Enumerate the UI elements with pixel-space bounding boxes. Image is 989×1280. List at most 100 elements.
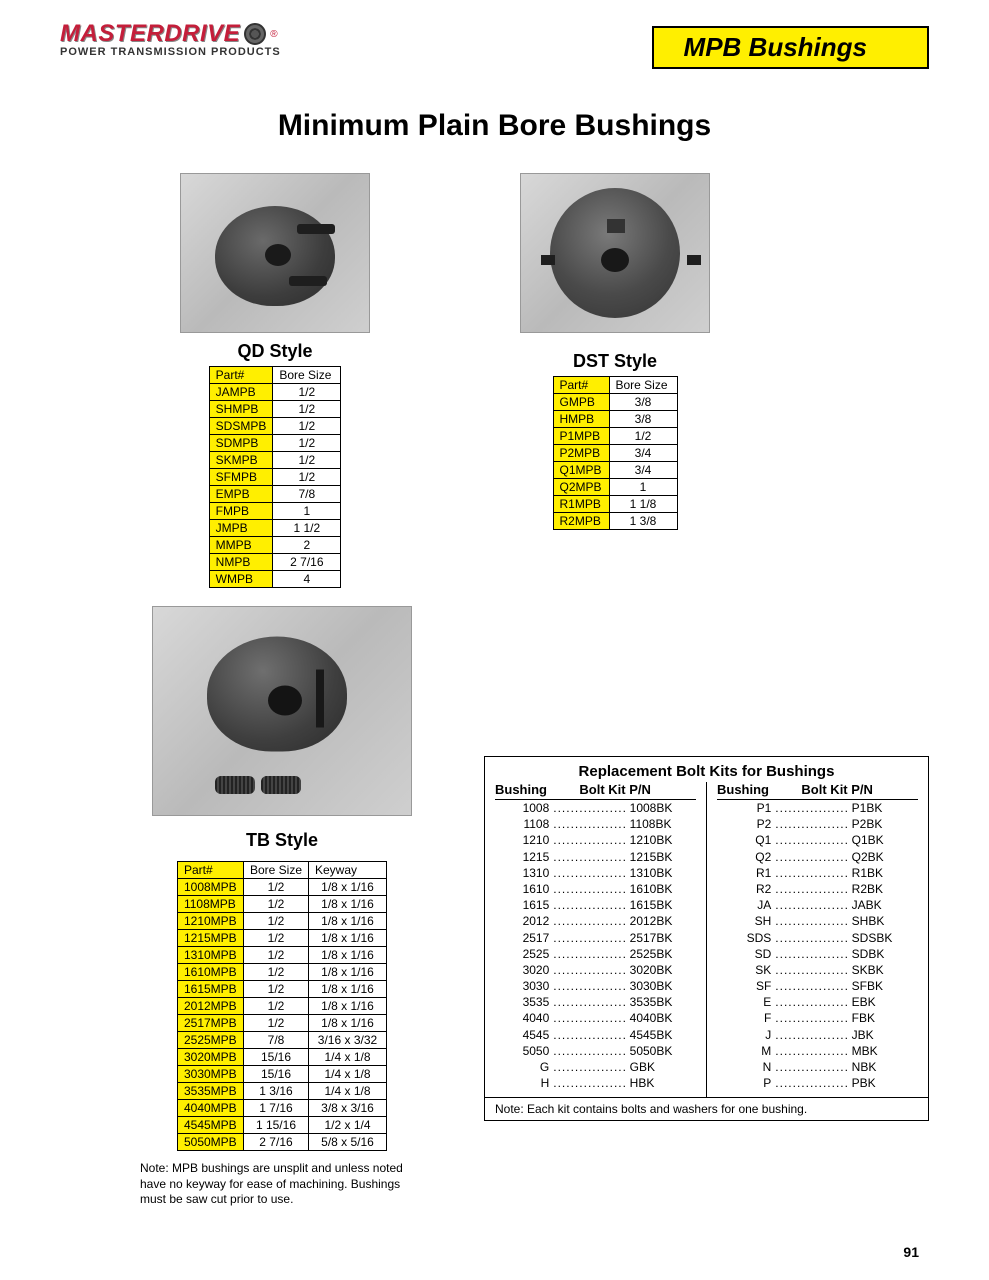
table-row: 4040MPB1 7/163/8 x 3/16 [177,1100,386,1117]
kit-bushing: 2517 [495,930,551,946]
cell-bore: 1/2 [243,930,308,947]
kit-row: SF SFBK [717,978,918,994]
table-row: 1215MPB1/21/8 x 1/16 [177,930,386,947]
cell-part: GMPB [553,394,609,411]
kit-bushing: SF [717,978,773,994]
cell-bore: 1/2 [273,435,341,452]
table-row: 1615MPB1/21/8 x 1/16 [177,981,386,998]
kits-head-bolt-2: Bolt Kit P/N [801,782,918,797]
cell-keyway: 1/4 x 1/8 [309,1083,387,1100]
cell-bore: 1 3/16 [243,1083,308,1100]
cell-bore: 3/8 [609,394,677,411]
kit-pn: 4040BK [628,1010,696,1026]
cell-bore: 1/2 [243,964,308,981]
cell-part: 3535MPB [177,1083,243,1100]
kit-row: 30303030BK [495,978,696,994]
cell-part: HMPB [553,411,609,428]
kit-pn: R2BK [850,881,918,897]
table-row: P1MPB1/2 [553,428,677,445]
kit-row: R2 R2BK [717,881,918,897]
kit-pn: 3535BK [628,994,696,1010]
kit-pn: 2012BK [628,913,696,929]
kits-head-bushing-2: Bushing [717,782,801,797]
kit-pn: P1BK [850,800,918,816]
table-row: SKMPB1/2 [209,452,341,469]
cell-bore: 1/2 [243,947,308,964]
table-row: 3535MPB1 3/161/4 x 1/8 [177,1083,386,1100]
kit-row: P1P1BK [717,800,918,816]
cell-keyway: 1/8 x 1/16 [309,981,387,998]
tb-section: TB Style Part# Bore Size Keyway 1008MPB1… [140,606,424,1208]
table-row: SDSMPB1/2 [209,418,341,435]
kit-bushing: 1008 [495,800,551,816]
cell-bore: 15/16 [243,1066,308,1083]
cell-bore: 1/2 [273,452,341,469]
bolt-kits-box: Replacement Bolt Kits for Bushings Bushi… [484,756,929,1121]
kit-bushing: 4040 [495,1010,551,1026]
cell-part: 4040MPB [177,1100,243,1117]
kit-row: SDSDBK [717,946,918,962]
cell-bore: 1 15/16 [243,1117,308,1134]
cell-part: Q2MPB [553,479,609,496]
kit-bushing: 1310 [495,865,551,881]
table-row: Q1MPB3/4 [553,462,677,479]
kit-pn: 1008BK [628,800,696,816]
cell-keyway: 1/8 x 1/16 [309,930,387,947]
dst-title: DST Style [573,351,657,372]
kit-bushing: 1615 [495,897,551,913]
cell-part: P2MPB [553,445,609,462]
kit-bushing: SD [717,946,773,962]
kit-pn: 1215BK [628,849,696,865]
cell-bore: 2 7/16 [273,554,341,571]
kit-pn: SHBK [850,913,918,929]
kit-row: SHSHBK [717,913,918,929]
cell-bore: 1/2 [273,384,341,401]
cell-bore: 2 7/16 [243,1134,308,1151]
kit-bushing: 4545 [495,1027,551,1043]
kit-bushing: 1108 [495,816,551,832]
kit-bushing: 3020 [495,962,551,978]
kit-pn: Q2BK [850,849,918,865]
cell-keyway: 1/8 x 1/16 [309,964,387,981]
kit-pn: SFBK [850,978,918,994]
kit-row: PPBK [717,1075,918,1091]
kit-row: Q1Q1BK [717,832,918,848]
cell-bore: 1/2 [243,981,308,998]
cell-part: R2MPB [553,513,609,530]
kit-row: 16101610BK [495,881,696,897]
cell-keyway: 1/8 x 1/16 [309,947,387,964]
dst-col-bore: Bore Size [609,377,677,394]
brand-logo: MASTERDRIVE ® POWER TRANSMISSION PRODUCT… [60,20,281,58]
table-row: R2MPB1 3/8 [553,513,677,530]
kit-bushing: P2 [717,816,773,832]
kit-bushing: N [717,1059,773,1075]
kit-bushing: 2012 [495,913,551,929]
kit-pn: FBK [850,1010,918,1026]
kit-bushing: G [495,1059,551,1075]
cell-part: 4545MPB [177,1117,243,1134]
kit-row: SKSKBK [717,962,918,978]
kit-pn: 1310BK [628,865,696,881]
kit-bushing: 2525 [495,946,551,962]
cell-bore: 1/2 [609,428,677,445]
tb-photo [152,606,412,816]
table-row: 1108MPB1/21/8 x 1/16 [177,896,386,913]
kit-row: 35353535BK [495,994,696,1010]
kit-pn: 4545BK [628,1027,696,1043]
cell-bore: 1/2 [273,469,341,486]
cell-bore: 15/16 [243,1049,308,1066]
table-row: EMPB7/8 [209,486,341,503]
kit-bushing: R2 [717,881,773,897]
cell-part: 3030MPB [177,1066,243,1083]
kit-bushing: SK [717,962,773,978]
kit-bushing: 5050 [495,1043,551,1059]
qd-photo [180,173,370,333]
kit-row: HHBK [495,1075,696,1091]
cell-part: P1MPB [553,428,609,445]
cell-bore: 3/4 [609,445,677,462]
cell-part: WMPB [209,571,273,588]
kit-pn: EBK [850,994,918,1010]
kit-bushing: J [717,1027,773,1043]
dst-photo [520,173,710,333]
kit-row: MMBK [717,1043,918,1059]
